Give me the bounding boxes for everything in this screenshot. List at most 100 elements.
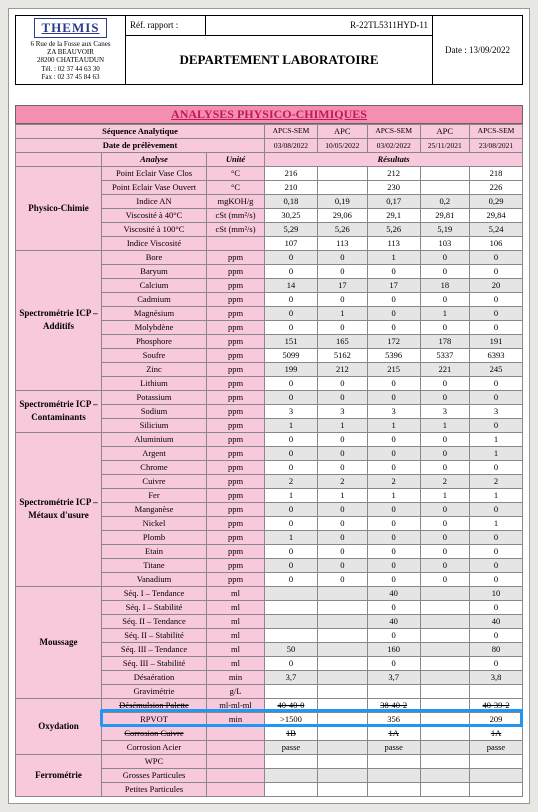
date-4: 23/08/2021 <box>470 138 523 152</box>
col-h-3: APC <box>420 124 469 138</box>
value-cell: 0 <box>367 320 420 334</box>
unit-cell: ppm <box>207 376 265 390</box>
unit-cell: ppm <box>207 292 265 306</box>
ref-label: Réf. rapport : <box>126 16 206 36</box>
value-cell: 0 <box>317 544 367 558</box>
value-cell: 0 <box>367 516 420 530</box>
addr3: 28200 CHATEAUDUN <box>37 56 104 64</box>
value-cell: 0 <box>367 502 420 516</box>
analyse-cell: Gravimétrie <box>102 684 207 698</box>
value-cell <box>265 768 318 782</box>
value-cell: 0,17 <box>367 194 420 208</box>
logo-text: THEMIS <box>34 18 106 38</box>
value-cell: 0 <box>367 544 420 558</box>
analyse-cell: Grosses Particules <box>102 768 207 782</box>
value-cell: 0 <box>367 376 420 390</box>
value-cell <box>265 754 318 768</box>
analyse-cell: Manganèse <box>102 502 207 516</box>
value-cell: 0 <box>420 516 469 530</box>
section-name: Ferrométrie <box>16 754 102 796</box>
value-cell: 3,7 <box>367 670 420 684</box>
value-cell: 0 <box>420 292 469 306</box>
value-cell: 0 <box>367 656 420 670</box>
value-cell: 5,19 <box>420 222 469 236</box>
value-cell: 0 <box>420 460 469 474</box>
value-cell: 0 <box>420 502 469 516</box>
unit-cell: ppm <box>207 446 265 460</box>
analyse-cell: Séq. I – Stabilité <box>102 600 207 614</box>
value-cell: 40-39-2 <box>470 698 523 712</box>
value-cell: 0 <box>470 264 523 278</box>
value-cell: 356 <box>367 712 420 726</box>
value-cell: 0 <box>367 264 420 278</box>
unit-cell: min <box>207 712 265 726</box>
analyse-cell: Nickel <box>102 516 207 530</box>
analyse-cell: Lithium <box>102 376 207 390</box>
table-row: OxydationDésémulsion Paletteml-ml-ml40-4… <box>16 698 523 712</box>
analyse-cell: Point Eclair Vase Ouvert <box>102 180 207 194</box>
analyse-cell: Indice Viscosité <box>102 236 207 250</box>
value-cell <box>265 628 318 642</box>
value-cell: 0 <box>470 558 523 572</box>
analyse-cell: Titane <box>102 558 207 572</box>
analyse-cell: Aluminium <box>102 432 207 446</box>
value-cell: 0 <box>265 656 318 670</box>
date-1: 10/05/2022 <box>317 138 367 152</box>
unit-cell: ppm <box>207 320 265 334</box>
fax: Fax : 02 37 45 84 63 <box>42 73 100 81</box>
value-cell: 0 <box>317 376 367 390</box>
value-cell: 218 <box>470 166 523 180</box>
value-cell: 5,26 <box>367 222 420 236</box>
value-cell: passe <box>367 740 420 754</box>
value-cell: 172 <box>367 334 420 348</box>
value-cell: 5099 <box>265 348 318 362</box>
unit-cell: g/L <box>207 684 265 698</box>
value-cell: 160 <box>367 642 420 656</box>
analyses-table: Séquence Analytique APCS-SEM APC APCS-SE… <box>15 124 523 797</box>
unit-cell: mgKOH/g <box>207 194 265 208</box>
value-cell <box>420 726 469 740</box>
unit-cell: min <box>207 670 265 684</box>
unit-cell: ppm <box>207 544 265 558</box>
value-cell: 0 <box>420 376 469 390</box>
value-cell: 0 <box>367 432 420 446</box>
analyse-cell: Viscosité à 40°C <box>102 208 207 222</box>
value-cell <box>317 782 367 796</box>
value-cell: 103 <box>420 236 469 250</box>
value-cell: 0 <box>470 376 523 390</box>
analyse-cell: Chrome <box>102 460 207 474</box>
value-cell: 178 <box>420 334 469 348</box>
value-cell: 0 <box>367 460 420 474</box>
resultats-header: Résultats <box>265 152 523 166</box>
value-cell: 221 <box>420 362 469 376</box>
value-cell: 0 <box>367 390 420 404</box>
value-cell: passe <box>470 740 523 754</box>
value-cell: 1 <box>317 488 367 502</box>
value-cell: 0 <box>317 264 367 278</box>
unit-cell: ppm <box>207 572 265 586</box>
value-cell: 50 <box>265 642 318 656</box>
date-0: 03/08/2022 <box>265 138 318 152</box>
value-cell: 0 <box>470 600 523 614</box>
unit-cell: ml <box>207 642 265 656</box>
value-cell: 0 <box>470 628 523 642</box>
analyse-cell: Etain <box>102 544 207 558</box>
value-cell: 0 <box>265 516 318 530</box>
unit-cell: ppm <box>207 348 265 362</box>
unit-cell <box>207 726 265 740</box>
value-cell <box>420 670 469 684</box>
value-cell: 6393 <box>470 348 523 362</box>
value-cell: 0 <box>470 502 523 516</box>
value-cell <box>265 600 318 614</box>
value-cell: 40 <box>367 586 420 600</box>
value-cell <box>367 782 420 796</box>
value-cell: 0 <box>420 320 469 334</box>
value-cell: 0 <box>265 376 318 390</box>
value-cell: 2 <box>470 474 523 488</box>
value-cell: 0 <box>367 558 420 572</box>
section-name: Physico-Chimie <box>16 166 102 250</box>
col-h-4: APCS-SEM <box>470 124 523 138</box>
analyse-cell: Fer <box>102 488 207 502</box>
value-cell: 3 <box>317 404 367 418</box>
value-cell: 107 <box>265 236 318 250</box>
